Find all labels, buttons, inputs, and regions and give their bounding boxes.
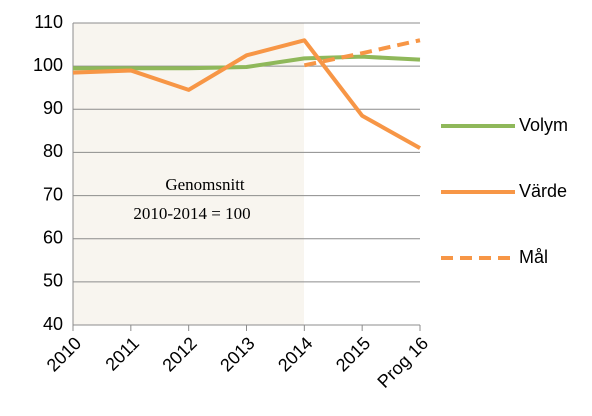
annotation: 2010-2014 = 100 — [133, 204, 250, 223]
x-tick-label: Prog 16 — [373, 333, 432, 392]
y-tick-label: 110 — [34, 12, 63, 32]
series-line — [303, 38, 421, 68]
x-tick-label: 2013 — [216, 333, 258, 375]
x-tick-label: 2014 — [274, 333, 316, 375]
y-tick-label: 70 — [43, 184, 63, 204]
legend-label: Värde — [519, 181, 567, 201]
x-tick-label: 2012 — [158, 333, 200, 375]
y-tick-label: 60 — [43, 227, 63, 247]
y-tick-label: 40 — [43, 314, 63, 334]
legend-label: Mål — [519, 247, 548, 267]
series-line — [72, 38, 421, 150]
y-tick-label: 50 — [43, 271, 63, 291]
series-line — [73, 54, 421, 71]
x-tick-label: 2011 — [102, 333, 144, 375]
y-tick-label: 80 — [43, 141, 63, 161]
annotation: Genomsnitt — [165, 175, 245, 194]
shaded-period — [73, 23, 304, 325]
legend-label: Volym — [519, 115, 568, 135]
x-tick-label: 2010 — [43, 333, 85, 375]
y-tick-label: 100 — [33, 55, 63, 75]
y-tick-label: 90 — [43, 98, 63, 118]
x-tick-label: 2015 — [332, 333, 374, 375]
